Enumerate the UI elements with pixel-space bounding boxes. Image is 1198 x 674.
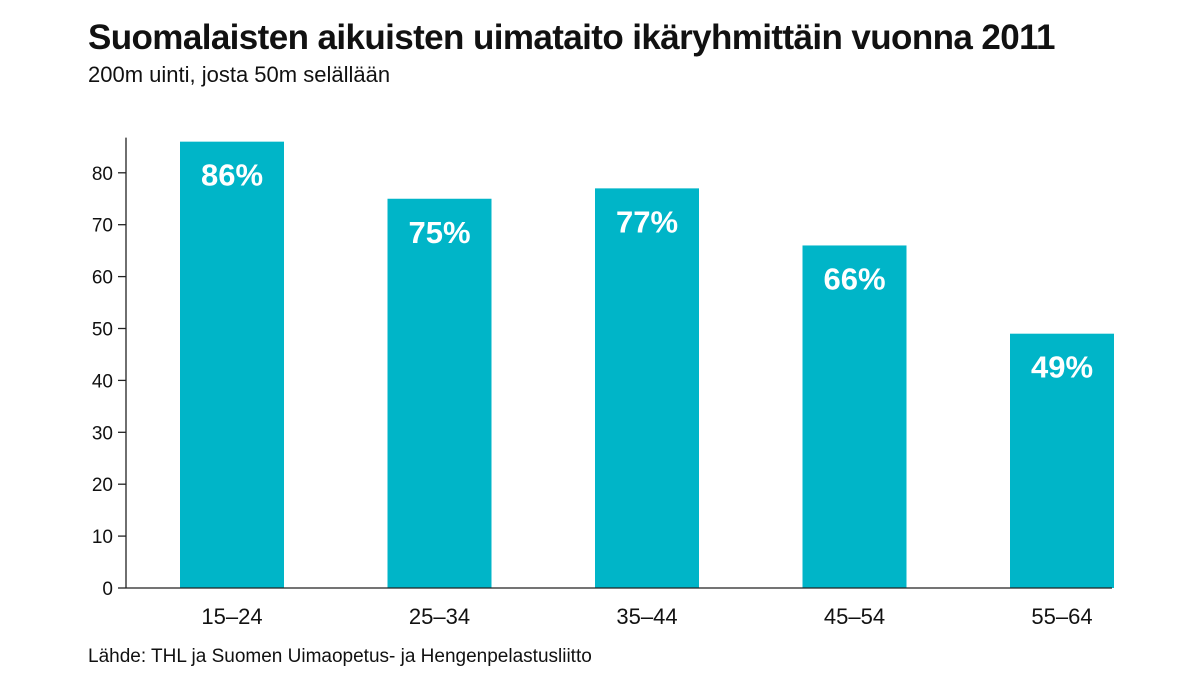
y-tick-label: 80 [92, 164, 113, 185]
y-tick-label: 60 [92, 268, 113, 289]
y-axis: 0 10 20 30 40 50 60 70 80 [92, 137, 127, 600]
y-tick-label: 70 [92, 216, 113, 237]
bar [387, 198, 492, 588]
bar [1010, 333, 1114, 588]
bar-data-label: 49% [1031, 350, 1093, 385]
bars-group: 86% 75% 77% 66% 49% [180, 141, 1114, 588]
y-tick-label: 0 [102, 579, 113, 600]
bar-data-label: 66% [823, 261, 885, 296]
y-tick-label: 40 [92, 371, 113, 392]
x-category-label: 15–24 [201, 604, 262, 629]
y-tick-label: 50 [92, 320, 113, 341]
bar-data-label: 86% [201, 158, 263, 193]
bar [802, 245, 907, 588]
bar-data-label: 75% [408, 215, 470, 250]
bar-data-label: 77% [616, 204, 678, 239]
x-axis: 15–24 25–34 35–44 45–54 55–64 [126, 587, 1112, 629]
chart-title: Suomalaisten aikuisten uimataito ikäryhm… [88, 18, 1056, 57]
x-category-label: 45–54 [824, 604, 885, 629]
x-category-label: 25–34 [409, 604, 470, 629]
y-tick-label: 20 [92, 475, 113, 496]
bar [595, 188, 699, 588]
chart-source: Lähde: THL ja Suomen Uimaopetus- ja Heng… [88, 646, 592, 667]
x-category-label: 35–44 [616, 604, 677, 629]
bar [180, 141, 284, 588]
y-tick-label: 10 [92, 527, 113, 548]
x-category-label: 55–64 [1031, 604, 1092, 629]
chart-subtitle: 200m uinti, josta 50m selällään [88, 62, 391, 87]
y-tick-label: 30 [92, 423, 113, 444]
